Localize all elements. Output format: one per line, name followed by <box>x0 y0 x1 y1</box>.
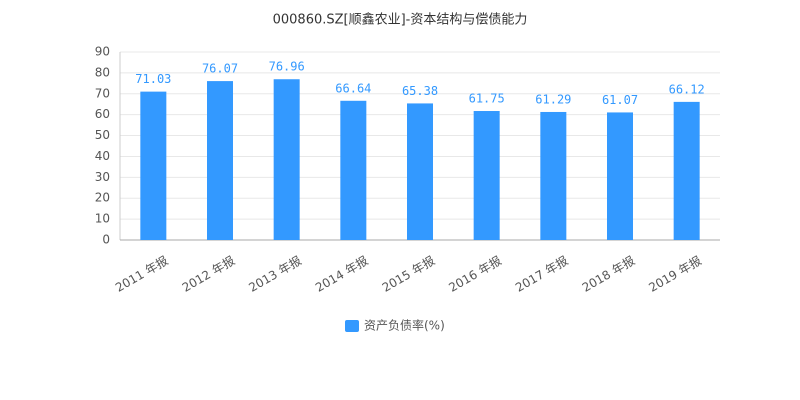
value-label: 66.12 <box>669 82 705 96</box>
bar <box>540 111 567 240</box>
x-tick-label: 2019 年报 <box>646 253 704 295</box>
x-tick-label: 2015 年报 <box>379 253 437 295</box>
value-label: 65.38 <box>402 84 438 98</box>
bar <box>673 101 700 241</box>
legend-swatch <box>345 320 359 332</box>
y-tick-label: 40 <box>95 149 110 163</box>
x-tick-label: 2011 年报 <box>113 253 171 295</box>
y-tick-label: 20 <box>95 191 110 205</box>
value-label: 61.29 <box>535 92 571 106</box>
bar <box>607 112 633 240</box>
y-tick-label: 50 <box>95 128 110 142</box>
x-tick-label: 2017 年报 <box>513 253 571 295</box>
x-tick-label: 2013 年报 <box>246 253 304 295</box>
value-label: 76.96 <box>269 60 305 74</box>
bar <box>207 81 233 240</box>
value-label: 76.07 <box>202 62 238 76</box>
x-tick-label: 2016 年报 <box>446 253 504 295</box>
y-tick-label: 70 <box>95 86 110 100</box>
x-tick-label: 2012 年报 <box>179 253 237 295</box>
y-tick-label: 80 <box>95 65 110 79</box>
y-tick-label: 0 <box>102 233 110 247</box>
y-tick-label: 30 <box>95 170 110 184</box>
bar <box>140 91 167 240</box>
value-label: 61.07 <box>602 93 638 107</box>
legend-label[interactable]: 资产负债率(%) <box>364 318 445 333</box>
value-label: 61.75 <box>469 92 505 106</box>
value-label: 66.64 <box>335 81 371 95</box>
bar <box>340 100 367 240</box>
bar <box>407 103 433 241</box>
value-label: 71.03 <box>135 72 171 86</box>
bar <box>273 79 300 241</box>
y-tick-label: 90 <box>95 45 110 59</box>
bar <box>473 111 500 240</box>
x-tick-label: 2018 年报 <box>579 253 637 295</box>
x-tick-label: 2014 年报 <box>313 253 371 295</box>
chart-title: 000860.SZ[顺鑫农业]-资本结构与偿债能力 <box>273 12 528 28</box>
y-tick-label: 60 <box>95 107 110 121</box>
y-tick-label: 10 <box>95 212 110 226</box>
